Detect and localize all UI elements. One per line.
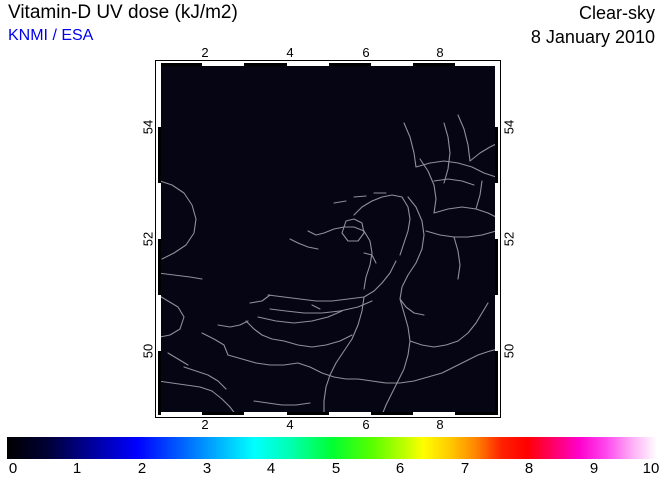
map-frame-top-segment [371, 63, 413, 66]
axis-tick-bottom: 4 [286, 417, 294, 432]
map-frame-right-segment [495, 295, 498, 351]
colorbar-tick: 2 [137, 460, 147, 477]
colorbar-tick: 4 [266, 460, 276, 477]
page-title: Vitamin-D UV dose (kJ/m2) [8, 2, 238, 23]
map-frame-left-segment [158, 127, 161, 183]
axis-tick-left: 52 [140, 231, 156, 247]
colorbar-tick: 3 [202, 460, 212, 477]
map-frame-top-segment [287, 63, 329, 66]
sky-condition-label: Clear-sky [578, 3, 655, 23]
map-frame-right-segment [495, 127, 498, 183]
colorbar-tick: 0 [8, 460, 18, 477]
map-frame-left-segment [158, 239, 161, 295]
colorbar-tick: 9 [589, 460, 599, 477]
colorbar-tick: 7 [460, 460, 470, 477]
axis-tick-top: 8 [436, 45, 444, 60]
map-frame-top-segment [413, 63, 455, 66]
map-frame-bottom-segment [287, 412, 329, 415]
colorbar-tick: 5 [331, 460, 341, 477]
map-frame-left-segment [158, 183, 161, 239]
axis-tick-bottom: 2 [201, 417, 209, 432]
axis-tick-right: 50 [501, 343, 517, 359]
map-frame-bottom-segment [158, 412, 202, 415]
map-frame-bottom-segment [413, 412, 455, 415]
map-frame-bottom-segment [371, 412, 413, 415]
map-frame-left-segment [158, 295, 161, 351]
map-frame-top-segment [329, 63, 371, 66]
map-frame-bottom-segment [202, 412, 244, 415]
map-frame-bottom-segment [244, 412, 287, 415]
map-frame-bottom-segment [455, 412, 498, 415]
axis-tick-left: 50 [140, 343, 156, 359]
map-frame-right-segment [495, 351, 498, 415]
axis-tick-right: 54 [501, 119, 517, 135]
axis-tick-bottom: 8 [436, 417, 444, 432]
coastline-group [158, 114, 498, 415]
map-frame-top-segment [244, 63, 287, 66]
map-frame-left-segment [158, 351, 161, 415]
map-coastlines-svg [158, 63, 498, 415]
map-frame-top-segment [455, 63, 498, 66]
map-frame-bottom-segment [329, 412, 371, 415]
colorbar-tick: 6 [395, 460, 405, 477]
map-frame-top-segment [202, 63, 244, 66]
axis-tick-left: 54 [140, 119, 156, 135]
date-label: 8 January 2010 [530, 27, 655, 47]
map-field-background [158, 63, 498, 415]
map-frame-right-segment [495, 239, 498, 295]
map-frame-top-segment [158, 63, 202, 66]
axis-tick-bottom: 6 [362, 417, 370, 432]
map-frame-left-segment [158, 63, 161, 127]
credit-label: KNMI / ESA [8, 27, 94, 44]
map-frame-right-segment [495, 183, 498, 239]
colorbar-tick: 8 [524, 460, 534, 477]
colorbar-tick: 1 [72, 460, 82, 477]
colorbar-gradient [7, 437, 657, 459]
axis-tick-top: 2 [201, 45, 209, 60]
axis-tick-right: 52 [501, 231, 517, 247]
colorbar [7, 437, 657, 459]
axis-tick-top: 4 [286, 45, 294, 60]
axis-tick-top: 6 [362, 45, 370, 60]
map-frame-right-segment [495, 63, 498, 127]
colorbar-tick: 10 [642, 460, 660, 477]
uv-dose-map [158, 63, 498, 415]
